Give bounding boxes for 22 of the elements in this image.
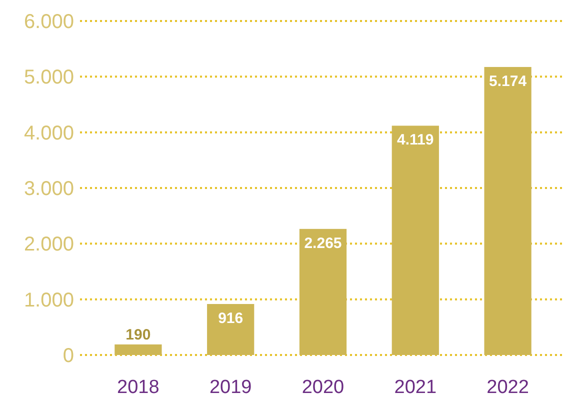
data-label: 4.119 <box>397 132 434 149</box>
x-tick-label: 2022 <box>486 377 529 398</box>
y-tick-label: 1.000 <box>24 289 74 312</box>
data-label: 916 <box>218 310 244 328</box>
bar <box>299 228 347 355</box>
data-label: 5.174 <box>489 72 528 90</box>
y-tick-label: 4.000 <box>24 122 74 144</box>
x-tick-label: 2018 <box>117 377 160 398</box>
y-tick-label: 3.000 <box>24 178 74 200</box>
x-tick-label: 2021 <box>394 377 437 398</box>
y-tick-label: 6.000 <box>24 11 74 33</box>
bar <box>114 344 162 355</box>
bar <box>207 304 254 355</box>
x-tick-label: 2020 <box>302 377 344 398</box>
y-tick-label: 2.000 <box>24 234 74 256</box>
y-tick-label: 5.000 <box>24 66 74 89</box>
data-label: 2.265 <box>304 234 342 252</box>
x-tick-label: 2019 <box>209 377 252 398</box>
bar <box>484 66 532 355</box>
y-tick-label: 0 <box>62 345 74 367</box>
bar <box>392 126 439 355</box>
data-label: 190 <box>126 326 151 344</box>
